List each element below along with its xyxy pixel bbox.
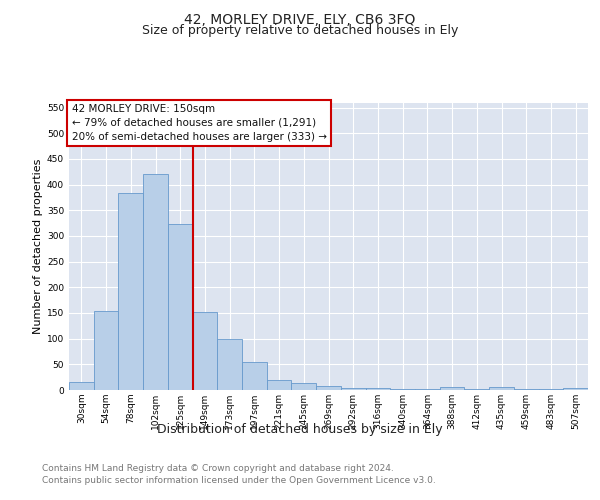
Bar (168, 224, 193, 390)
Text: Contains HM Land Registry data © Crown copyright and database right 2024.: Contains HM Land Registry data © Crown c… (42, 464, 394, 473)
Bar (292, 384, 316, 390)
Text: 42, MORLEY DRIVE, ELY, CB6 3FQ: 42, MORLEY DRIVE, ELY, CB6 3FQ (184, 12, 416, 26)
Bar (489, 388, 514, 390)
Bar (365, 388, 390, 390)
Bar (118, 194, 143, 390)
Text: Distribution of detached houses by size in Ely: Distribution of detached houses by size … (157, 422, 443, 436)
Bar (316, 386, 341, 390)
Bar (267, 380, 292, 390)
Bar (94, 312, 118, 390)
Bar (193, 312, 217, 390)
Bar (69, 382, 94, 390)
Bar (563, 388, 588, 390)
Text: Contains public sector information licensed under the Open Government Licence v3: Contains public sector information licen… (42, 476, 436, 485)
Bar (143, 174, 168, 390)
Bar (217, 338, 242, 390)
Y-axis label: Number of detached properties: Number of detached properties (33, 158, 43, 334)
Bar (440, 388, 464, 390)
Text: Size of property relative to detached houses in Ely: Size of property relative to detached ho… (142, 24, 458, 37)
Bar (242, 362, 267, 390)
Bar (341, 388, 365, 390)
Text: 42 MORLEY DRIVE: 150sqm
← 79% of detached houses are smaller (1,291)
20% of semi: 42 MORLEY DRIVE: 150sqm ← 79% of detache… (71, 104, 326, 142)
